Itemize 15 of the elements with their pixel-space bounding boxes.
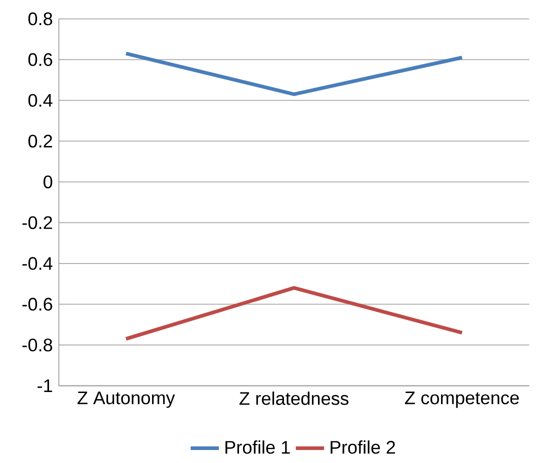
y-tick-label: -0.4 bbox=[22, 257, 52, 270]
x-tick-label: Z relatedness bbox=[240, 392, 348, 406]
y-tick-label: 0.2 bbox=[28, 134, 52, 148]
x-tick-label: Z Autonomy bbox=[78, 392, 175, 408]
y-tick-label: 0.4 bbox=[28, 94, 52, 107]
y-tick-label: -0.2 bbox=[22, 216, 52, 230]
legend-label: Profile 1 bbox=[226, 440, 290, 454]
y-tick-label: -1 bbox=[38, 380, 52, 392]
y-tick-label: 0 bbox=[44, 176, 52, 188]
y-tick-label: 0.6 bbox=[28, 53, 52, 66]
y-tick-label: 0.8 bbox=[28, 12, 52, 26]
y-tick-label: -0.8 bbox=[22, 338, 52, 352]
x-tick-label: Z competence bbox=[404, 392, 519, 408]
y-tick-label: -0.6 bbox=[22, 298, 52, 311]
legend-label: Profile 2 bbox=[330, 440, 395, 454]
